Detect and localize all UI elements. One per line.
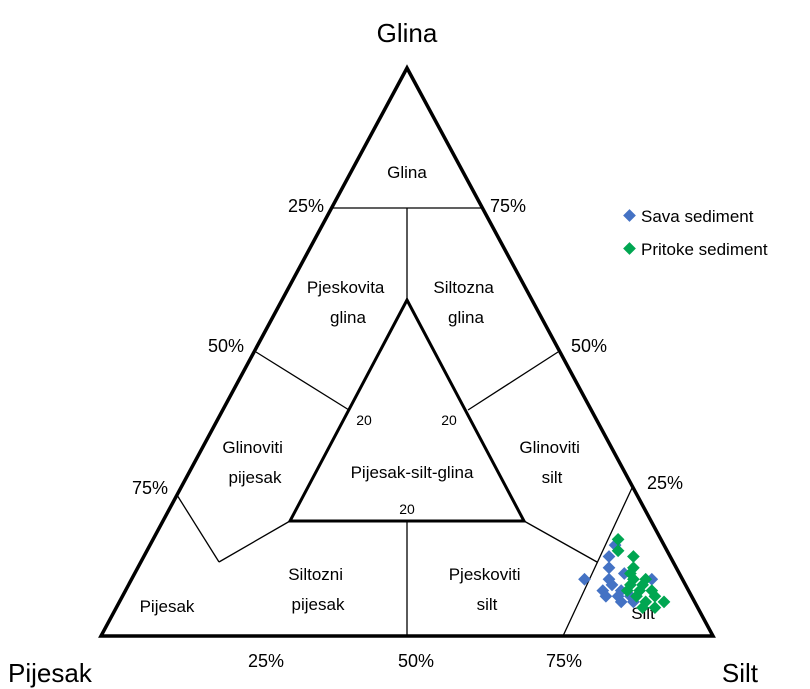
legend: Sava sediment Pritoke sediment bbox=[623, 207, 768, 259]
region-pjeskoviti-silt: Pjeskoviti silt bbox=[449, 565, 526, 614]
legend-label-sava: Sava sediment bbox=[641, 207, 754, 226]
legend-marker-pritoke bbox=[623, 242, 636, 255]
region-pjeskovita-glina-line-1: Pjeskovita bbox=[307, 278, 385, 297]
region-pijesak: Pijesak bbox=[140, 597, 195, 616]
region-glinoviti-pijesak: Glinoviti pijesak bbox=[222, 438, 287, 487]
data-point-pritoke bbox=[627, 550, 640, 563]
vertex-label-top: Glina bbox=[377, 18, 438, 48]
region-pjeskoviti-silt-line-1: Pjeskoviti bbox=[449, 565, 521, 584]
region-siltozni-pijesak-line-2: pijesak bbox=[292, 595, 345, 614]
region-glinoviti-silt-line-1: Glinoviti bbox=[519, 438, 579, 457]
region-pijesak-silt-glina: Pijesak-silt-glina bbox=[351, 463, 474, 482]
boundary-right-75 bbox=[562, 487, 633, 637]
tick-bottom-50: 50% bbox=[398, 651, 434, 671]
region-siltozna-glina-line-1: Siltozna bbox=[433, 278, 494, 297]
region-siltozni-pijesak-line-1: Siltozni bbox=[288, 565, 343, 584]
legend-marker-sava bbox=[623, 209, 636, 222]
region-glina: Glina bbox=[387, 163, 427, 182]
boundary-right-50 bbox=[467, 351, 559, 411]
vertex-label-left: Pijesak bbox=[8, 658, 93, 688]
data-point-sava bbox=[602, 561, 616, 575]
boundary-inner-left-bottom bbox=[218, 520, 291, 563]
tick-right-75: 75% bbox=[490, 196, 526, 216]
tick-right-25: 25% bbox=[647, 473, 683, 493]
legend-label-pritoke: Pritoke sediment bbox=[641, 240, 768, 259]
boundary-left-75 bbox=[176, 494, 220, 563]
region-glinoviti-silt-line-2: silt bbox=[542, 468, 563, 487]
tick-bottom-75: 75% bbox=[546, 651, 582, 671]
region-pijesak-line-1: Pijesak bbox=[140, 597, 195, 616]
inner-triangle bbox=[287, 296, 527, 523]
vertex-label-right: Silt bbox=[722, 658, 759, 688]
region-siltozna-glina: Siltozna glina bbox=[433, 278, 498, 327]
tick-right-50: 50% bbox=[571, 336, 607, 356]
region-pjeskovita-glina: Pjeskovita glina bbox=[307, 278, 389, 327]
region-pjeskovita-glina-line-2: glina bbox=[330, 308, 366, 327]
tick-left-25: 25% bbox=[288, 196, 324, 216]
region-silt: Silt bbox=[631, 604, 655, 623]
class-boundaries bbox=[176, 207, 633, 637]
region-siltozna-glina-line-2: glina bbox=[448, 308, 484, 327]
inner-label-bottom: 20 bbox=[399, 501, 415, 517]
region-pjeskoviti-silt-line-2: silt bbox=[477, 595, 498, 614]
region-glinoviti-pijesak-line-1: Glinoviti bbox=[222, 438, 282, 457]
inner-label-left: 20 bbox=[356, 412, 372, 428]
region-glina-line-1: Glina bbox=[387, 163, 427, 182]
tick-bottom-25: 25% bbox=[248, 651, 284, 671]
region-siltozni-pijesak: Siltozni pijesak bbox=[288, 565, 348, 614]
region-silt-line-1: Silt bbox=[631, 604, 655, 623]
inner-label-right: 20 bbox=[441, 412, 457, 428]
region-glinoviti-pijesak-line-2: pijesak bbox=[229, 468, 282, 487]
region-glinoviti-silt: Glinoviti silt bbox=[519, 438, 584, 487]
boundary-left-50 bbox=[255, 351, 350, 411]
tick-left-50: 50% bbox=[208, 336, 244, 356]
data-point-sava bbox=[578, 572, 591, 586]
region-pijesak-silt-glina-line-1: Pijesak-silt-glina bbox=[351, 463, 474, 482]
boundary-inner-right-bottom bbox=[523, 520, 598, 563]
tick-left-75: 75% bbox=[132, 478, 168, 498]
